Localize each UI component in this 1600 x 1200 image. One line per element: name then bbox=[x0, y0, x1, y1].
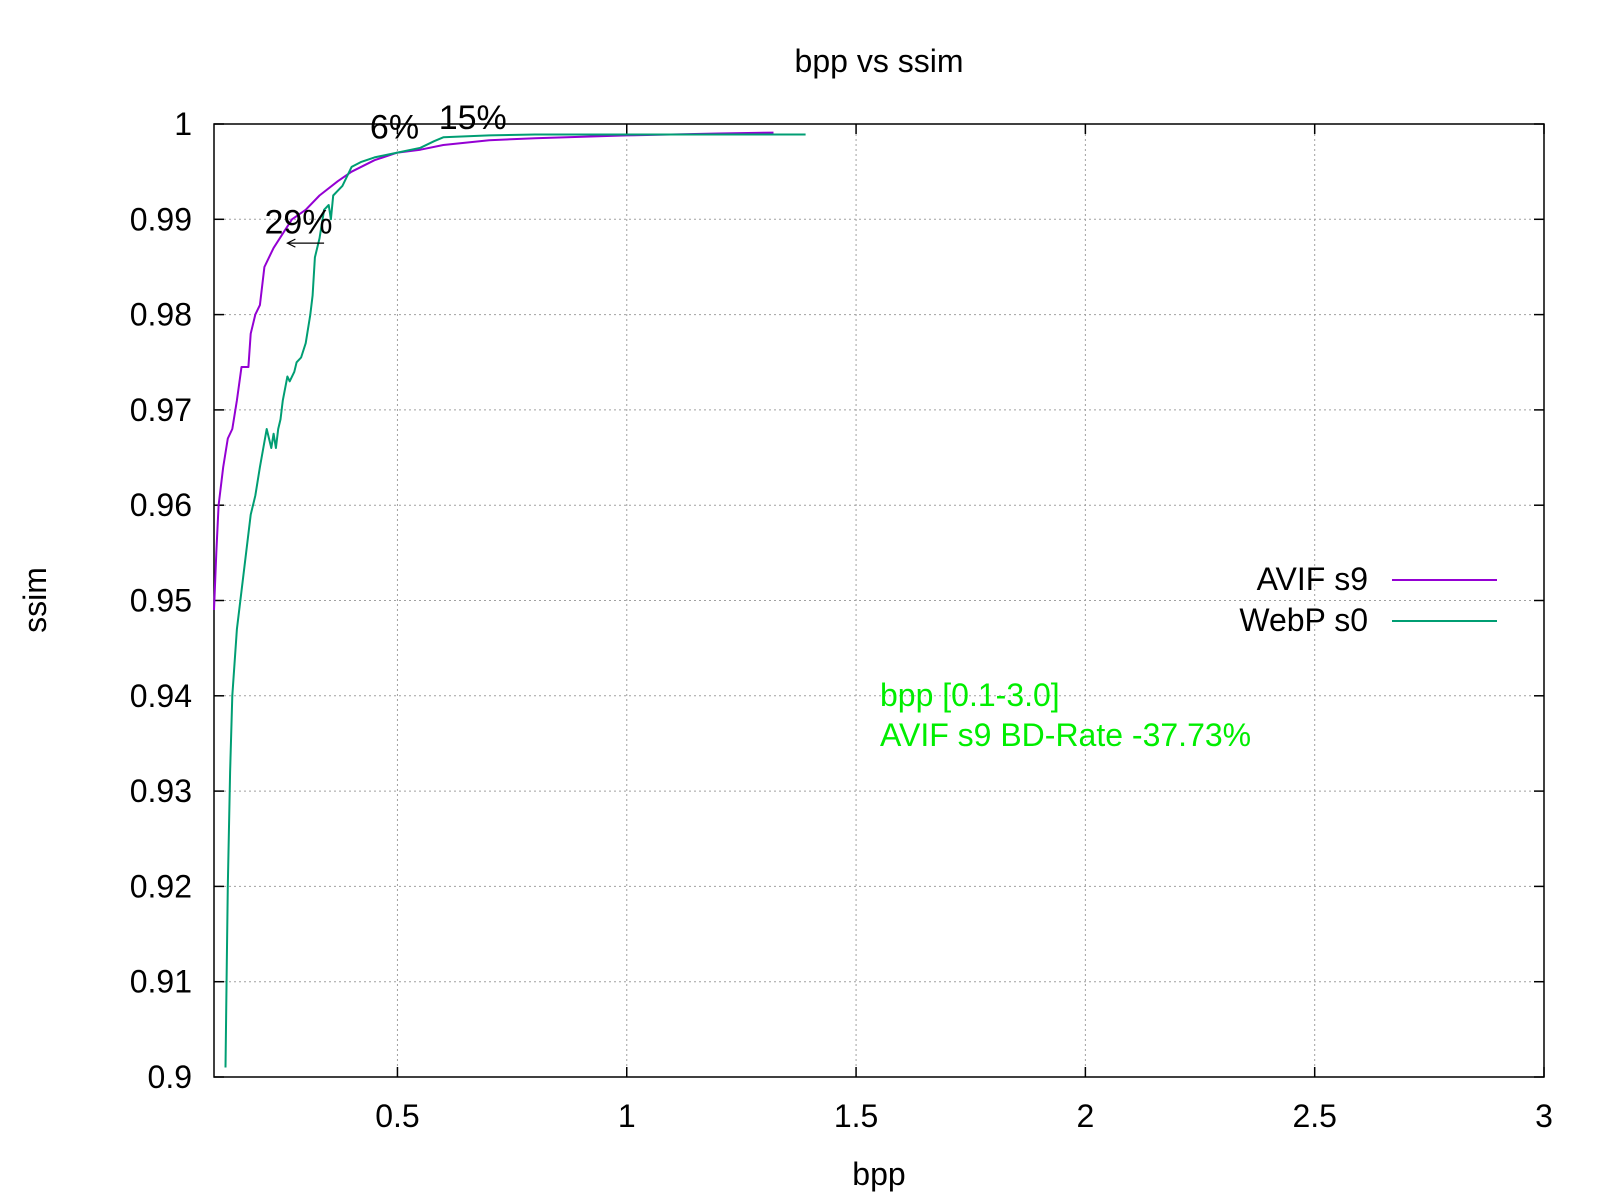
percent-annotation: 29% bbox=[264, 204, 332, 242]
percent-annotation: 6% bbox=[370, 108, 419, 146]
bpp-range-note: bpp [0.1-3.0] bbox=[880, 677, 1060, 713]
grid-lines bbox=[214, 124, 1544, 1077]
x-tick-label: 2.5 bbox=[1292, 1098, 1336, 1134]
y-tick-label: 0.93 bbox=[130, 773, 192, 809]
series-line-avif-s9 bbox=[213, 131, 774, 611]
y-tick-label: 0.94 bbox=[130, 678, 192, 714]
bd-rate-note: AVIF s9 BD-Rate -37.73% bbox=[880, 717, 1251, 753]
series-line-webp-s0 bbox=[224, 133, 806, 1068]
axis-ticks: 0.9 0.91 0.92 0.93 0.94 0.95 0.96 0.97 0.98 0.99 1… bbox=[130, 106, 1553, 1134]
y-tick-label: 0.99 bbox=[130, 201, 192, 237]
bd-arrow-head bbox=[286, 238, 296, 248]
x-tick-label: 2 bbox=[1076, 1098, 1094, 1134]
x-tick-label: 3 bbox=[1535, 1098, 1553, 1134]
percent-annotation: 15% bbox=[439, 99, 507, 137]
y-tick-label: 0.96 bbox=[130, 487, 192, 523]
y-axis-label: ssim bbox=[17, 567, 53, 633]
y-tick-label: 0.91 bbox=[130, 964, 192, 1000]
legend-label-avif: AVIF s9 bbox=[1257, 561, 1368, 597]
x-tick-label: 1.5 bbox=[834, 1098, 878, 1134]
legend-label-webp: WebP s0 bbox=[1239, 602, 1368, 638]
y-tick-label: 0.9 bbox=[148, 1059, 192, 1095]
annotations: 29% 6% 15% bbox=[264, 99, 507, 248]
y-tick-label: 0.92 bbox=[130, 868, 192, 904]
y-tick-label: 0.98 bbox=[130, 297, 192, 333]
x-tick-label: 0.5 bbox=[375, 1098, 419, 1134]
series-lines bbox=[213, 131, 806, 1068]
x-tick-label: 1 bbox=[618, 1098, 636, 1134]
y-tick-label: 1 bbox=[174, 106, 192, 142]
y-tick-label: 0.95 bbox=[130, 583, 192, 619]
x-axis-label: bpp bbox=[852, 1156, 905, 1192]
legend: AVIF s9 WebP s0 bbox=[1239, 561, 1497, 638]
y-tick-label: 0.97 bbox=[130, 392, 192, 428]
chart-title: bpp vs ssim bbox=[795, 43, 964, 79]
